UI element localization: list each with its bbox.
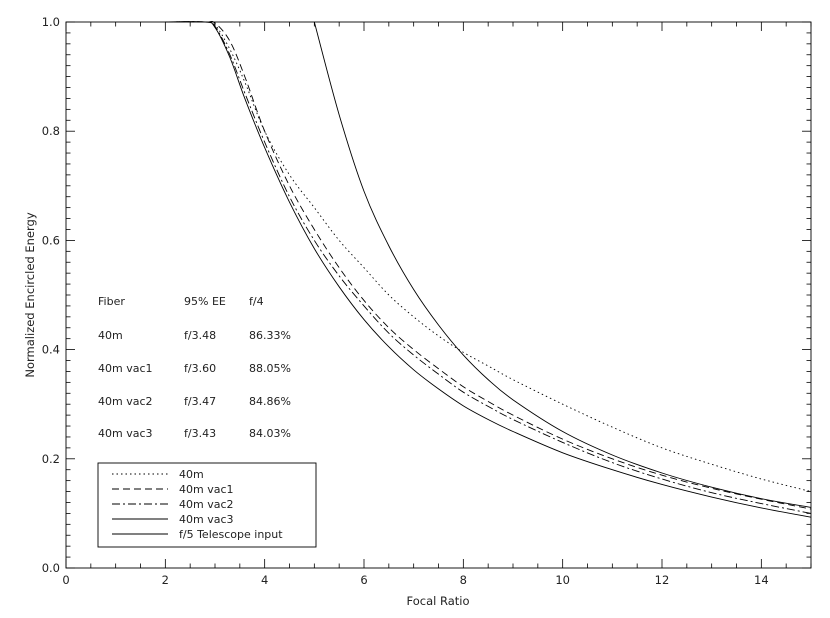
legend-label: 40m vac3 xyxy=(179,513,234,526)
y-tick-label: 0.4 xyxy=(42,343,60,357)
annotation-table: Fiber 95% EE f/4 40m f/3.48 86.33% 40m v… xyxy=(98,295,291,440)
annotation-row-ee: f/3.60 xyxy=(184,362,216,375)
y-tick-labels: 0.0 0.2 0.4 0.6 0.8 1.0 xyxy=(42,15,60,575)
x-tick-label: 0 xyxy=(62,573,69,587)
legend-label: 40m vac2 xyxy=(179,498,234,511)
x-tick-labels: 0 2 4 6 8 10 12 14 xyxy=(62,573,768,587)
annotation-header-fiber: Fiber xyxy=(98,295,125,308)
y-tick-label: 0.6 xyxy=(42,233,60,247)
series-line xyxy=(165,20,812,510)
legend-samples xyxy=(112,473,168,535)
annotation-row-fiber: 40m vac2 xyxy=(98,395,153,408)
x-tick-label: 4 xyxy=(261,573,268,587)
annotation-row-f4: 88.05% xyxy=(249,362,291,375)
annotation-row-fiber: 40m xyxy=(98,329,123,342)
series-line xyxy=(165,21,812,518)
y-axis-label: Normalized Encircled Energy xyxy=(23,212,37,377)
legend-label: 40m xyxy=(179,468,204,481)
y-tick-label: 0.2 xyxy=(42,452,60,466)
annotation-row-f4: 84.86% xyxy=(249,395,291,408)
x-tick-label: 6 xyxy=(360,573,367,587)
x-tick-label: 2 xyxy=(162,573,169,587)
y-tick-label: 1.0 xyxy=(42,15,60,29)
y-tick-label: 0.0 xyxy=(42,561,60,575)
y-tick-label: 0.8 xyxy=(42,124,60,138)
x-tick-label: 10 xyxy=(555,573,570,587)
annotation-row-fiber: 40m vac1 xyxy=(98,362,153,375)
annotation-row-ee: f/3.47 xyxy=(184,395,216,408)
x-axis-label: Focal Ratio xyxy=(407,594,470,608)
x-tick-label: 12 xyxy=(655,573,670,587)
series-line xyxy=(165,21,812,492)
x-tick-label: 8 xyxy=(460,573,467,587)
annotation-row-fiber: 40m vac3 xyxy=(98,427,153,440)
annotation-row-f4: 86.33% xyxy=(249,329,291,342)
legend-label: f/5 Telescope input xyxy=(179,528,283,541)
annotation-row-ee: f/3.48 xyxy=(184,329,216,342)
annotation-row-ee: f/3.43 xyxy=(184,427,216,440)
x-tick-label: 14 xyxy=(754,573,769,587)
series-lines xyxy=(165,20,812,518)
series-line xyxy=(313,21,812,508)
legend-label: 40m vac1 xyxy=(179,483,234,496)
legend: 40m 40m vac1 40m vac2 40m vac3 f/5 Teles… xyxy=(97,462,317,548)
annotation-header-f4: f/4 xyxy=(249,295,264,308)
annotation-row-f4: 84.03% xyxy=(249,427,291,440)
legend-box xyxy=(97,462,317,548)
series-line xyxy=(165,21,812,514)
annotation-header-ee: 95% EE xyxy=(184,295,226,308)
